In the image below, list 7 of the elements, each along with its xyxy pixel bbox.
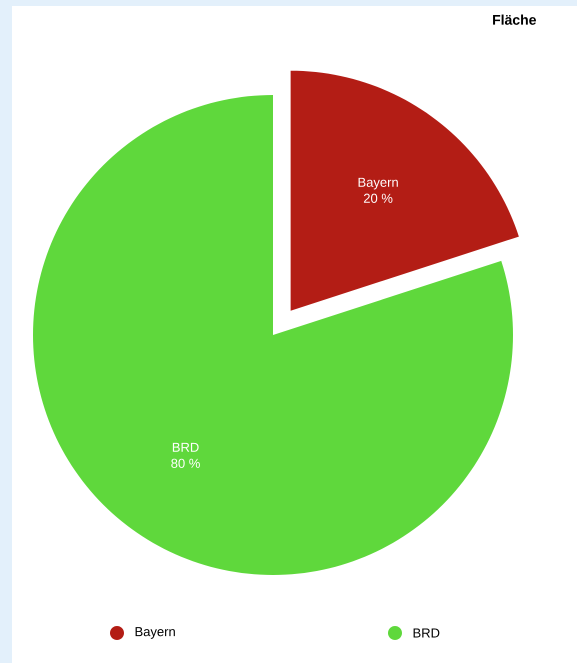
data-label: 20 % [364, 194, 392, 203]
legend-label: BRD [414, 628, 440, 638]
data-label: 80 % [171, 458, 200, 468]
slice-label: BRD [172, 442, 199, 452]
chart-title: Fläche [493, 14, 536, 25]
slice-label: Bayern [358, 178, 398, 190]
legend-label: Bayern [136, 627, 175, 639]
